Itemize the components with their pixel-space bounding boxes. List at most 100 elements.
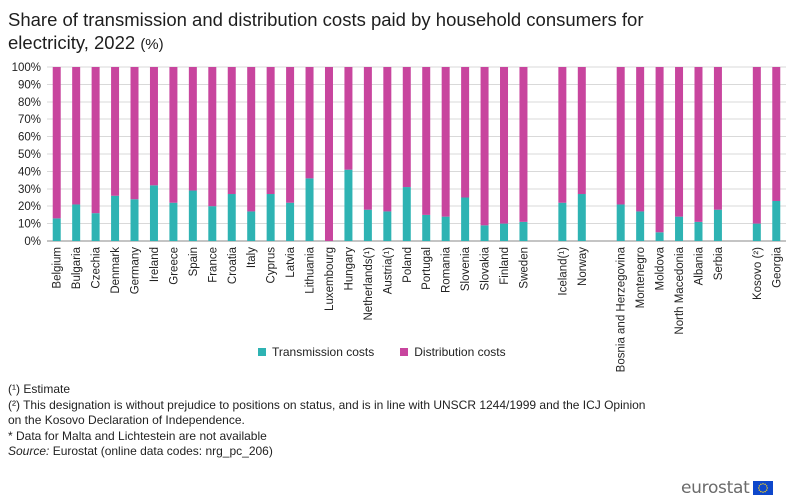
legend-item-transmission[interactable]: Transmission costs — [258, 345, 374, 359]
x-tick-label: Serbia — [713, 246, 725, 280]
x-tick-label: France — [207, 247, 219, 283]
bar-transmission — [713, 209, 722, 241]
chart-title-unit: (%) — [140, 36, 164, 53]
bar-transmission — [480, 225, 489, 241]
bar-distribution — [266, 67, 275, 195]
y-tick-label: 10% — [18, 219, 41, 231]
bar-transmission — [675, 216, 684, 241]
eu-star-icon — [766, 489, 768, 491]
eu-star-icon — [762, 483, 765, 485]
chart-title: Share of transmission and distribution c… — [8, 8, 728, 56]
bar-transmission — [169, 202, 178, 241]
bar-distribution — [577, 67, 586, 195]
chart-legend: Transmission costs Distribution costs — [258, 345, 532, 359]
bar-transmission — [266, 194, 275, 241]
bar-transmission — [52, 218, 61, 241]
bar-distribution — [188, 67, 197, 191]
y-tick-label: 20% — [18, 201, 41, 213]
bar-transmission — [752, 223, 761, 241]
footnotes: (¹) Estimate (²) This designation is wit… — [8, 382, 648, 460]
x-tick-label: Kosovo (²) — [752, 247, 764, 300]
eurostat-wordmark: eurostat — [681, 478, 750, 498]
x-tick-label: Czechia — [91, 246, 103, 288]
x-tick-label: Bosnia and Herzegovina — [616, 246, 628, 372]
bar-distribution — [694, 67, 703, 222]
bar-distribution — [91, 67, 100, 214]
bar-distribution — [72, 67, 81, 205]
x-tick-label: Austria(¹) — [382, 247, 394, 294]
bar-distribution — [149, 67, 158, 186]
bar-distribution — [500, 67, 509, 224]
eu-star-icon — [760, 483, 763, 486]
x-tick-label: Finland — [499, 247, 511, 285]
legend-label-transmission: Transmission costs — [272, 345, 375, 359]
x-tick-label: Croatia — [227, 246, 239, 284]
bar-transmission — [72, 204, 81, 241]
bar-distribution — [558, 67, 567, 203]
footnote-estimate: (¹) Estimate — [8, 382, 71, 396]
y-tick-label: 50% — [18, 149, 41, 161]
bar-distribution — [305, 67, 314, 179]
y-tick-label: 40% — [18, 166, 41, 178]
x-tick-label: Poland — [402, 247, 414, 283]
x-tick-label: Spain — [188, 247, 200, 276]
bar-transmission — [577, 194, 586, 241]
bar-transmission — [344, 169, 353, 241]
source-line: Source: Eurostat (online data codes: nrg… — [8, 444, 648, 460]
bar-distribution — [752, 67, 761, 224]
eu-star-icon — [764, 490, 767, 493]
bar-transmission — [519, 221, 528, 241]
bar-transmission — [772, 200, 781, 241]
bar-transmission — [500, 223, 509, 241]
x-tick-label: Montenegro — [635, 247, 647, 308]
bar-distribution — [344, 67, 353, 170]
x-tick-label: Ireland — [149, 247, 161, 282]
bar-transmission — [111, 195, 120, 241]
x-tick-label: Iceland(¹) — [557, 247, 569, 296]
bar-distribution — [52, 67, 61, 219]
bar-distribution — [655, 67, 664, 233]
x-tick-label: Georgia — [771, 246, 783, 288]
x-tick-label: Latvia — [285, 246, 297, 277]
bar-transmission — [247, 211, 256, 241]
bar-distribution — [130, 67, 139, 200]
legend-item-distribution[interactable]: Distribution costs — [400, 345, 506, 359]
bar-transmission — [305, 178, 314, 241]
source-label: Source: — [8, 444, 50, 459]
bar-distribution — [363, 67, 372, 210]
x-tick-label: Greece — [168, 247, 180, 285]
bar-distribution — [480, 67, 489, 226]
bar-distribution — [286, 67, 295, 203]
footnote-kosovo: (²) This designation is without prejudic… — [8, 397, 646, 428]
bar-distribution — [169, 67, 178, 203]
bar-transmission — [91, 213, 100, 241]
x-tick-label: Germany — [130, 247, 142, 295]
legend-swatch-distribution — [400, 348, 409, 356]
x-tick-label: Italy — [246, 247, 258, 268]
eu-flag-icon — [753, 481, 774, 495]
bar-transmission — [227, 194, 236, 241]
y-tick-label: 30% — [18, 184, 41, 196]
x-tick-label: Slovenia — [460, 246, 472, 291]
bar-transmission — [286, 202, 295, 241]
eu-star-icon — [759, 489, 761, 491]
bar-transmission — [558, 202, 567, 241]
eurostat-logo: eurostat — [681, 478, 774, 498]
bar-transmission — [383, 211, 392, 241]
x-tick-label: Lithuania — [305, 246, 317, 293]
eu-star-icon — [760, 490, 763, 493]
bar-distribution — [247, 67, 256, 212]
bar-distribution — [208, 67, 217, 207]
bar-distribution — [324, 67, 333, 241]
bar-distribution — [461, 67, 470, 198]
bar-distribution — [422, 67, 431, 215]
bar-transmission — [655, 232, 664, 241]
eu-star-icon — [762, 491, 765, 493]
bar-distribution — [111, 67, 120, 196]
x-tick-label: Portugal — [421, 247, 433, 290]
y-tick-label: 70% — [18, 114, 41, 126]
bar-distribution — [675, 67, 684, 217]
bar-distribution — [616, 67, 625, 205]
bar-transmission — [188, 190, 197, 241]
